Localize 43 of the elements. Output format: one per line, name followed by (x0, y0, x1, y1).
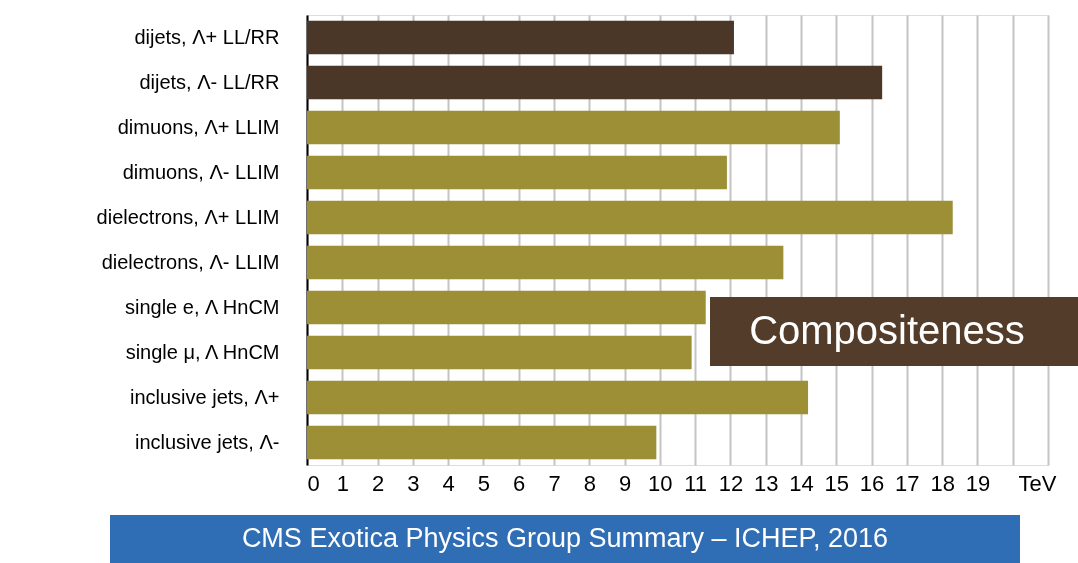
bar (307, 200, 953, 235)
text: CMS Exotica Physics Group Summary – ICHEP, 2016 (241, 523, 889, 553)
y-tick-label: dielectrons, Λ+ LLIM (96, 205, 280, 228)
y-tick-label: dimuons, Λ+ LLIM (117, 115, 280, 138)
x-tick-label: 11 (684, 470, 708, 496)
x-tick-label: 2 (371, 470, 385, 496)
x-tick-label: 6 (513, 470, 526, 496)
x-tick-label: 4 (442, 470, 455, 496)
x-tick-label: 19 (965, 470, 991, 496)
bar (307, 110, 840, 145)
x-tick-label: 16 (859, 470, 885, 496)
y-tick-label: inclusive jets, Λ+ (129, 385, 280, 408)
y-tick-label: dielectrons, Λ- LLIM (101, 250, 280, 273)
x-tick-label: 18 (930, 470, 955, 496)
annotation: Compositeness (749, 307, 1025, 352)
bar (307, 245, 784, 280)
x-tick-label: 7 (548, 470, 561, 496)
x-tick-label: 17 (895, 470, 920, 496)
bar (307, 65, 883, 100)
bar (307, 335, 692, 370)
y-tick-label: dijets, Λ- LL/RR (139, 70, 280, 93)
y-tick-label: single e, Λ HnCM (124, 295, 280, 318)
x-tick-label: 12 (718, 470, 744, 496)
x-tick-label: 3 (407, 470, 420, 496)
bar (307, 425, 657, 460)
bar (307, 380, 809, 415)
x-tick-label: 13 (753, 470, 779, 496)
y-tick-label: dijets, Λ+ LL/RR (134, 25, 280, 48)
x-tick-label: 9 (618, 470, 632, 496)
x-tick-label: 0 (307, 470, 320, 496)
x-tick-label: 1 (336, 470, 349, 496)
y-tick-label: dimuons, Λ- LLIM (122, 160, 280, 183)
y-tick-label: inclusive jets, Λ- (134, 430, 280, 453)
y-tick-label: single μ, Λ HnCM (125, 340, 280, 363)
x-axis-title: TeV (1018, 470, 1057, 496)
x-tick-label: 14 (789, 470, 814, 496)
bar (307, 290, 706, 325)
bar (307, 20, 734, 55)
x-tick-label: 15 (824, 470, 850, 496)
x-tick-label: 5 (477, 470, 491, 496)
x-tick-label: 8 (583, 470, 596, 496)
x-tick-label: 10 (648, 470, 673, 496)
bar (307, 155, 727, 190)
